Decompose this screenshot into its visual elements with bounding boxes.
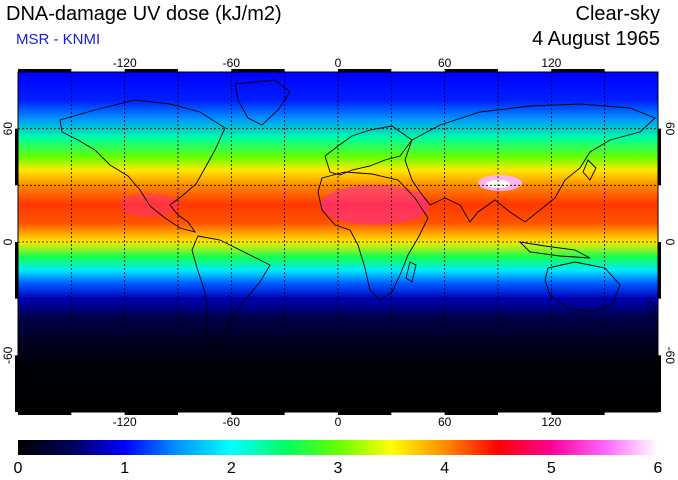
longitude-label: -60 [223, 415, 241, 429]
central-america-hotspot [120, 193, 180, 217]
longitude-label: -120 [113, 415, 137, 429]
frame-segment [338, 69, 392, 72]
frame-segment [124, 412, 178, 415]
graticule [18, 72, 658, 412]
africa-coastline [317, 171, 429, 301]
sahara-hotspot [320, 185, 430, 225]
frame-segment [15, 128, 18, 186]
latitude-label: 60 [663, 122, 677, 136]
north-america-coastline [59, 99, 226, 233]
latitude-labels-left: 60 0 -60 [1, 122, 15, 364]
longitude-label: -60 [223, 56, 241, 70]
colorbar-tick-label: 2 [226, 460, 236, 477]
longitude-label: 120 [541, 56, 561, 70]
asia-coastline [404, 103, 656, 223]
longitude-label: -120 [113, 56, 137, 70]
japan-coastline [582, 159, 597, 181]
map-title: DNA-damage UV dose (kJ/m2) [6, 3, 282, 25]
map-frame-segments [15, 69, 661, 415]
sky-condition-label: Clear-sky [575, 3, 660, 25]
colorbar-tick-label: 4 [440, 460, 450, 477]
longitude-labels-top: -120 -60 0 60 120 [113, 56, 562, 70]
frame-segment [231, 412, 285, 415]
coastlines [59, 79, 657, 353]
greenland-coastline [234, 79, 291, 126]
latitude-label: 60 [1, 122, 15, 136]
colorbar-tick-label: 5 [546, 460, 556, 477]
colorbar-tick-label: 1 [120, 460, 130, 477]
frame-segment [658, 128, 661, 186]
latitude-label: -60 [1, 346, 15, 364]
new-zealand-coastline [645, 299, 657, 319]
date-label: 4 August 1965 [532, 28, 660, 50]
longitude-label: 120 [541, 415, 561, 429]
frame-segment [15, 355, 18, 412]
frame-segment [338, 412, 392, 415]
longitude-labels-bottom: -120 -60 0 60 120 [113, 415, 562, 429]
frame-segment [18, 69, 72, 72]
latitude-labels-right: 60 0 -60 [663, 122, 677, 364]
frame-segment [658, 242, 661, 299]
madagascar-coastline [405, 261, 417, 283]
frame-segment [551, 69, 605, 72]
frame-segment [124, 69, 178, 72]
frame-segment [444, 69, 498, 72]
longitude-label: 0 [335, 56, 342, 70]
australia-coastline [544, 261, 621, 313]
frame-segment [444, 412, 498, 415]
frame-segment [231, 69, 285, 72]
latitude-label: 0 [663, 239, 677, 246]
colorbar-tick-label: 3 [333, 460, 343, 477]
colorbar [18, 440, 658, 455]
longitude-label: 60 [438, 56, 452, 70]
frame-segment [551, 412, 605, 415]
south-america-coastline [191, 235, 271, 353]
longitude-label: 60 [438, 415, 452, 429]
source-label: MSR - KNMI [16, 31, 101, 48]
latitude-label: -60 [663, 347, 677, 365]
latitude-label: 0 [1, 238, 15, 245]
hotspots [120, 175, 522, 225]
frame-segment [658, 355, 661, 412]
indonesia-coastline [518, 241, 591, 259]
colorbar-tick-label: 0 [13, 460, 23, 477]
frame-segment [18, 412, 72, 415]
colorbar-tick-label: 6 [653, 460, 663, 477]
longitude-label: 0 [335, 415, 342, 429]
frame-segment [15, 242, 18, 299]
